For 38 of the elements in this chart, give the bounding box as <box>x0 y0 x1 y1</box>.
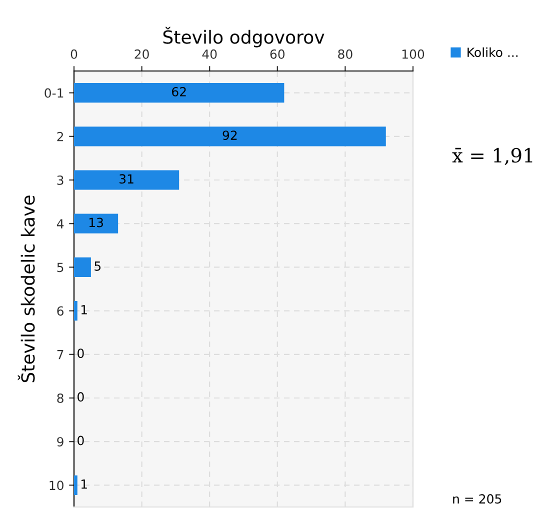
y-tick-label: 9 <box>57 437 64 447</box>
bar <box>74 82 284 103</box>
data-label: 0 <box>78 392 84 402</box>
y-axis-title: Število skodelic kave <box>18 196 35 382</box>
y-tick-label: 2 <box>57 132 64 142</box>
data-label: 1 <box>81 480 87 489</box>
bar <box>74 257 91 278</box>
y-tick-label: 7 <box>57 350 64 360</box>
y-tick-label: 5 <box>57 262 64 272</box>
data-label: 0 <box>78 436 84 446</box>
text: x̄ = 1,91 <box>452 148 532 166</box>
y-tick-label: 10 <box>50 480 64 490</box>
bar <box>74 300 78 321</box>
bar <box>74 126 386 146</box>
data-label: 62 <box>172 86 186 96</box>
data-label: 0 <box>78 348 84 358</box>
y-tick-label: 0-1 <box>44 88 64 98</box>
y-tick-label: 8 <box>57 393 64 403</box>
data-label: 31 <box>120 174 134 184</box>
data-label: 1 <box>81 305 87 314</box>
x-axis-title: Število odgovorov <box>163 26 324 48</box>
y-tick-label: 3 <box>57 175 64 185</box>
bar <box>74 214 118 234</box>
bar <box>74 170 180 190</box>
x-tick-label: 80 <box>338 49 352 59</box>
y-tick-label: 6 <box>57 306 64 316</box>
bar <box>74 475 78 496</box>
x-tick-label: 100 <box>402 49 424 59</box>
x-tick-label: 60 <box>270 49 285 59</box>
legend-label: Koliko ... <box>468 47 518 58</box>
data-label: 92 <box>222 130 237 140</box>
x-tick-label: 40 <box>202 49 217 59</box>
text: n = 205 <box>453 494 502 504</box>
data-label: 13 <box>89 218 103 228</box>
x-tick-label: 20 <box>134 49 149 59</box>
data-label: 5 <box>94 262 101 271</box>
y-tick-label: 4 <box>56 219 64 228</box>
x-tick-label: 0 <box>70 49 78 59</box>
